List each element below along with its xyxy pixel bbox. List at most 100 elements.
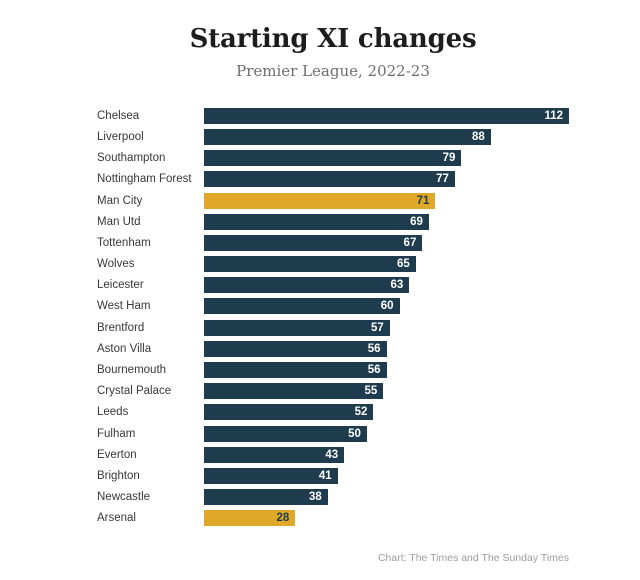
team-label: Leicester [97, 279, 144, 292]
bar: 43 [204, 446, 345, 463]
team-label: Everton [97, 448, 137, 461]
bar: 63 [204, 277, 410, 294]
value-label: 57 [370, 321, 384, 334]
bar: 71 [204, 192, 436, 209]
bar-track: 50 [204, 425, 569, 442]
value-label: 38 [309, 491, 322, 504]
team-label: Liverpool [97, 130, 144, 143]
bar-track: 71 [204, 192, 569, 209]
bar: 52 [204, 404, 374, 421]
team-label: Man City [97, 194, 143, 207]
bar-row: Southampton 79 [97, 148, 569, 169]
bar-row: Bournemouth 56 [97, 359, 569, 380]
value-label: 65 [397, 258, 410, 271]
value-label: 56 [367, 342, 381, 355]
team-label: Crystal Palace [97, 385, 172, 398]
value-label: 77 [436, 173, 449, 186]
bar-row: Liverpool 88 [97, 126, 569, 147]
bar: 28 [204, 510, 296, 527]
bar-track: 38 [204, 489, 569, 506]
value-label: 41 [318, 469, 332, 482]
chart-title: Starting XI changes [189, 24, 477, 54]
bar-row: Leicester 63 [97, 275, 569, 296]
bar-track: 69 [204, 213, 569, 230]
team-label: Man Utd [97, 215, 141, 228]
bar-row: Arsenal 28 [97, 508, 569, 529]
attribution: Chart: The Times and The Sunday Times [377, 552, 569, 564]
bar-row: Nottingham Forest 77 [97, 169, 569, 190]
bar-track: 56 [204, 362, 569, 379]
value-label: 56 [367, 364, 381, 377]
value-label: 60 [380, 300, 394, 313]
value-label: 69 [410, 215, 423, 228]
bar-track: 56 [204, 340, 569, 357]
bar-track: 88 [204, 128, 569, 145]
chart-subtitle: Premier League, 2022-23 [236, 62, 430, 81]
bar-track: 63 [204, 277, 569, 294]
value-label: 88 [471, 130, 485, 143]
value-label: 67 [403, 236, 417, 249]
team-label: Brighton [97, 469, 140, 482]
team-label: Wolves [97, 258, 135, 271]
bar-row: Leeds 52 [97, 402, 569, 423]
value-label: 55 [364, 385, 378, 398]
bar: 77 [204, 171, 455, 188]
team-label: Nottingham Forest [97, 173, 192, 186]
bar-track: 65 [204, 256, 569, 273]
bar-track: 112 [204, 107, 569, 124]
bar: 55 [204, 383, 384, 400]
bar: 69 [204, 213, 429, 230]
bar-track: 52 [204, 404, 569, 421]
value-label: 112 [544, 109, 563, 122]
bar-track: 28 [204, 510, 569, 527]
bar-row: Man Utd 69 [97, 211, 569, 232]
bar-row: Newcastle 38 [97, 487, 569, 508]
bar: 88 [204, 128, 491, 145]
team-label: Brentford [97, 321, 145, 334]
value-label: 28 [276, 512, 290, 525]
bar: 50 [204, 425, 367, 442]
bar-track: 57 [204, 319, 569, 336]
value-label: 79 [442, 152, 456, 165]
bar: 57 [204, 319, 390, 336]
bar-row: Man City 71 [97, 190, 569, 211]
value-label: 63 [390, 279, 404, 292]
team-label: Bournemouth [97, 364, 167, 377]
bar-track: 79 [204, 150, 569, 167]
bar-track: 60 [204, 298, 569, 315]
bar: 38 [204, 489, 328, 506]
bar-row: Aston Villa 56 [97, 338, 569, 359]
bar-track: 43 [204, 446, 569, 463]
bar-row: Crystal Palace 55 [97, 381, 569, 402]
chart-header: Starting XI changes Premier League, 2022… [97, 0, 569, 80]
bar-row: Everton 43 [97, 444, 569, 465]
chart-frame: Starting XI changes Premier League, 2022… [97, 0, 569, 580]
bar: 79 [204, 150, 462, 167]
bar-row: West Ham 60 [97, 296, 569, 317]
team-label: Chelsea [97, 109, 140, 122]
bar-row: Wolves 65 [97, 254, 569, 275]
team-label: Newcastle [97, 491, 151, 504]
team-label: West Ham [97, 300, 151, 313]
bar: 112 [204, 107, 569, 124]
value-label: 52 [354, 406, 368, 419]
bar: 60 [204, 298, 400, 315]
bar-row: Fulham 50 [97, 423, 569, 444]
team-label: Aston Villa [97, 342, 152, 355]
bar-row: Brighton 41 [97, 465, 569, 486]
bar-chart: Chelsea 112 Liverpool 88 Southampton 79 Nottin… [97, 105, 569, 529]
bar-track: 41 [204, 467, 569, 484]
bar-track: 55 [204, 383, 569, 400]
bar: 41 [204, 467, 338, 484]
team-label: Tottenham [97, 236, 151, 249]
value-label: 71 [416, 194, 430, 207]
bar-row: Brentford 57 [97, 317, 569, 338]
bar: 56 [204, 362, 387, 379]
team-label: Fulham [97, 427, 136, 440]
bar: 65 [204, 256, 416, 273]
bar-track: 67 [204, 234, 569, 251]
bar-row: Tottenham 67 [97, 232, 569, 253]
bar: 56 [204, 340, 387, 357]
value-label: 50 [348, 427, 361, 440]
team-label: Southampton [97, 152, 166, 165]
